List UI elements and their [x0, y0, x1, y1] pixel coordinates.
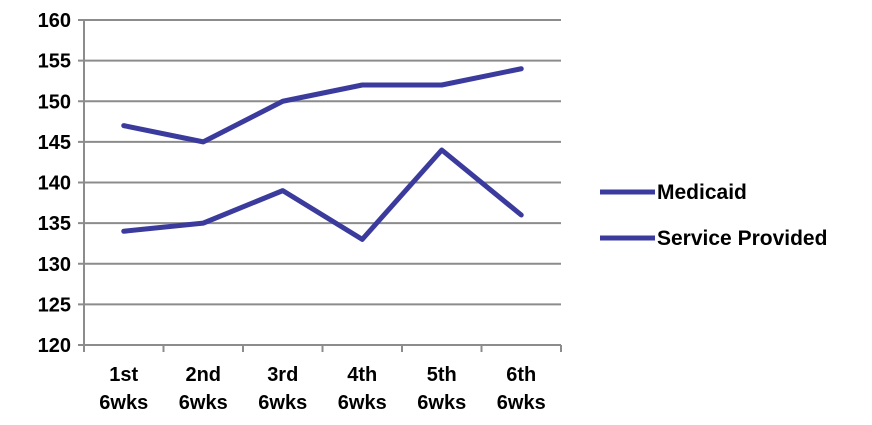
y-tick-label: 140 — [38, 173, 71, 195]
x-tick-label: 6th 6wks — [497, 364, 546, 414]
x-tick-label-line: 5th — [427, 364, 457, 386]
x-tick-label: 5th 6wks — [417, 364, 466, 414]
y-tick-label: 160 — [38, 10, 71, 32]
series-line-1 — [124, 150, 522, 239]
y-tick-label: 155 — [38, 51, 71, 73]
x-tick-label: 3rd 6wks — [258, 364, 307, 414]
y-axis-ticks: 120 125 130 135 140 145 150 155 160 — [38, 10, 71, 357]
x-tick-label-line: 6th — [506, 364, 536, 386]
y-tick-label: 150 — [38, 91, 71, 113]
x-tick-label-line: 6wks — [338, 392, 387, 414]
series-line-0 — [124, 69, 522, 142]
y-tick-label: 125 — [38, 294, 71, 316]
x-tick-label-line: 3rd — [267, 364, 298, 386]
series-lines — [124, 69, 522, 240]
x-tick-label-line: 4th — [347, 364, 377, 386]
y-tick-label: 145 — [38, 132, 71, 154]
x-tick-label: 1st 6wks — [99, 364, 148, 414]
x-tick-label: 2nd 6wks — [179, 364, 228, 414]
x-axis-ticks: 1st 6wks 2nd 6wks 3rd 6wks 4th 6wks 5th 6wks 6th 6w… — [99, 364, 545, 414]
y-tick-label: 120 — [38, 335, 71, 357]
gridlines — [84, 20, 561, 304]
y-tick-label: 130 — [38, 254, 71, 276]
x-tick-label-line: 6wks — [258, 392, 307, 414]
x-tick-label-line: 6wks — [497, 392, 546, 414]
x-tick-label-line: 6wks — [99, 392, 148, 414]
x-tick-label-line: 2nd — [185, 364, 221, 386]
x-tick-label-line: 6wks — [179, 392, 228, 414]
y-tick-label: 135 — [38, 213, 71, 235]
x-tick-label: 4th 6wks — [338, 364, 387, 414]
x-tick-label-line: 6wks — [417, 392, 466, 414]
legend: Medicaid Service Provided — [600, 181, 827, 250]
x-tick-label-line: 1st — [109, 364, 138, 386]
legend-label: Service Provided — [657, 227, 827, 250]
legend-label: Medicaid — [657, 181, 747, 204]
